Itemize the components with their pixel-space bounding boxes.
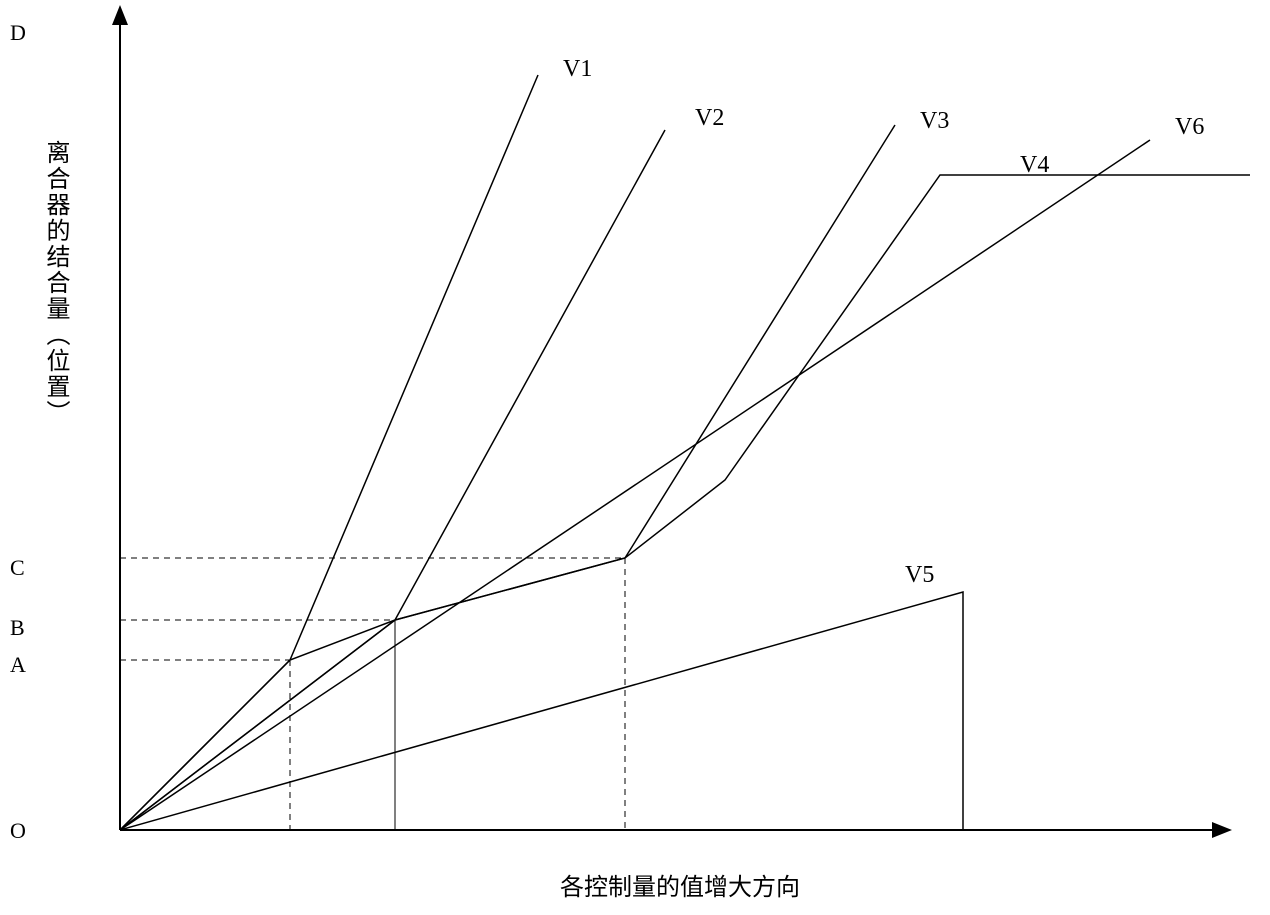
label-V6: V6 (1175, 114, 1204, 140)
chart-svg: D C B A O V1 V2 V3 V4 V5 V6 各控制量的值增大方向 离… (0, 0, 1270, 915)
y-axis-title: 离合器的结合量（位置） (42, 140, 70, 426)
series-V6 (120, 140, 1150, 830)
label-V3: V3 (920, 108, 949, 134)
label-V1: V1 (563, 56, 592, 82)
label-V5: V5 (905, 562, 934, 588)
y-tick-D: D (10, 20, 26, 45)
chart-container: D C B A O V1 V2 V3 V4 V5 V6 各控制量的值增大方向 离… (0, 0, 1270, 915)
y-tick-C: C (10, 555, 25, 580)
y-tick-B: B (10, 615, 25, 640)
label-V2: V2 (695, 105, 724, 131)
x-axis-arrow (1212, 822, 1232, 838)
series-V1 (120, 75, 538, 830)
label-V4: V4 (1020, 152, 1049, 178)
x-axis-title: 各控制量的值增大方向 (560, 874, 800, 901)
y-tick-A: A (10, 652, 26, 677)
series-V3 (120, 125, 895, 830)
y-axis-arrow (112, 5, 128, 25)
series-V5 (120, 592, 963, 830)
y-tick-O: O (10, 818, 26, 843)
series-V2 (120, 130, 665, 830)
